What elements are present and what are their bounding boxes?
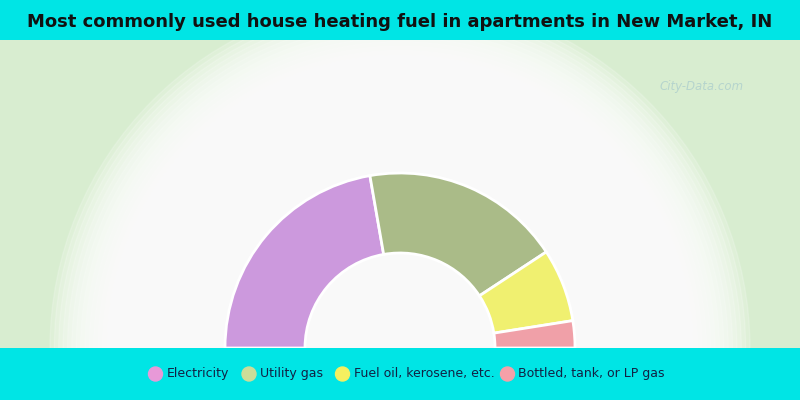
Circle shape xyxy=(194,142,606,400)
Circle shape xyxy=(67,16,733,400)
Circle shape xyxy=(90,37,710,400)
Circle shape xyxy=(251,199,549,400)
Circle shape xyxy=(335,367,350,381)
Circle shape xyxy=(220,168,580,400)
Circle shape xyxy=(142,90,658,400)
Circle shape xyxy=(234,182,566,400)
Circle shape xyxy=(102,50,698,400)
Circle shape xyxy=(207,155,593,400)
Circle shape xyxy=(198,146,602,400)
Circle shape xyxy=(98,46,702,400)
Circle shape xyxy=(501,367,514,381)
Circle shape xyxy=(138,85,662,400)
Text: Most commonly used house heating fuel in apartments in New Market, IN: Most commonly used house heating fuel in… xyxy=(27,13,773,31)
Wedge shape xyxy=(225,176,384,348)
Circle shape xyxy=(172,120,628,400)
Circle shape xyxy=(163,112,637,400)
Circle shape xyxy=(94,42,706,400)
Circle shape xyxy=(76,24,724,400)
Circle shape xyxy=(50,0,750,400)
Circle shape xyxy=(268,216,532,400)
Circle shape xyxy=(129,77,671,400)
Circle shape xyxy=(85,33,715,400)
Circle shape xyxy=(282,230,518,400)
Circle shape xyxy=(177,125,623,400)
Text: Electricity: Electricity xyxy=(166,368,229,380)
Circle shape xyxy=(203,151,597,400)
Circle shape xyxy=(146,94,654,400)
Circle shape xyxy=(186,133,614,400)
Circle shape xyxy=(181,129,619,400)
Wedge shape xyxy=(479,252,573,333)
Circle shape xyxy=(106,55,694,400)
Circle shape xyxy=(159,107,641,400)
Text: City-Data.com: City-Data.com xyxy=(660,80,744,93)
Circle shape xyxy=(54,2,746,400)
Circle shape xyxy=(290,238,510,400)
Circle shape xyxy=(149,367,162,381)
Circle shape xyxy=(286,234,514,400)
Text: Bottled, tank, or LP gas: Bottled, tank, or LP gas xyxy=(518,368,665,380)
Circle shape xyxy=(264,212,536,400)
Circle shape xyxy=(242,190,558,400)
Circle shape xyxy=(273,221,527,400)
Text: Fuel oil, kerosene, etc.: Fuel oil, kerosene, etc. xyxy=(354,368,494,380)
Circle shape xyxy=(124,72,676,400)
Circle shape xyxy=(246,194,554,400)
Circle shape xyxy=(255,203,545,400)
Wedge shape xyxy=(370,173,546,296)
Circle shape xyxy=(81,28,719,400)
Circle shape xyxy=(216,164,584,400)
Circle shape xyxy=(168,116,632,400)
Circle shape xyxy=(115,64,685,400)
Circle shape xyxy=(111,59,689,400)
Circle shape xyxy=(299,247,501,400)
Circle shape xyxy=(190,138,610,400)
Circle shape xyxy=(155,103,645,400)
Circle shape xyxy=(150,98,650,400)
Circle shape xyxy=(225,173,575,400)
Text: Utility gas: Utility gas xyxy=(260,368,323,380)
Circle shape xyxy=(58,7,742,400)
Circle shape xyxy=(294,242,506,400)
Circle shape xyxy=(63,11,737,400)
Circle shape xyxy=(72,20,728,400)
Circle shape xyxy=(133,81,667,400)
Circle shape xyxy=(238,186,562,400)
Circle shape xyxy=(211,160,589,400)
Circle shape xyxy=(242,367,256,381)
Circle shape xyxy=(260,208,540,400)
Circle shape xyxy=(229,177,571,400)
Circle shape xyxy=(277,225,523,400)
Circle shape xyxy=(120,68,680,400)
Wedge shape xyxy=(494,321,575,348)
